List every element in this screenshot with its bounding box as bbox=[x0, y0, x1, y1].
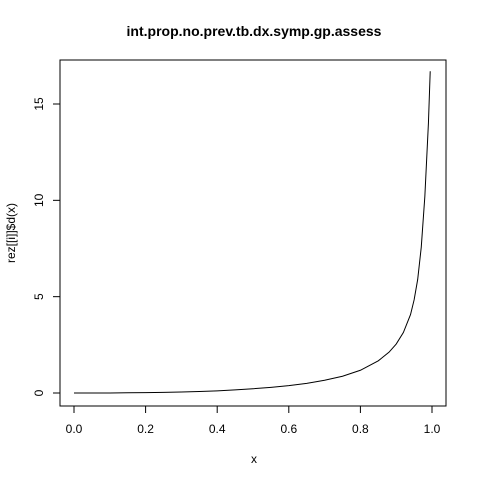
y-axis: 0 5 10 15 bbox=[32, 97, 61, 396]
x-tick-label: 0.8 bbox=[352, 422, 369, 436]
plot-frame bbox=[59, 59, 447, 407]
x-axis: 0.0 0.2 0.4 0.6 0.8 1.0 bbox=[66, 405, 441, 436]
chart-title: int.prop.no.prev.tb.dx.symp.gp.assess bbox=[127, 23, 382, 39]
y-tick-label: 0 bbox=[32, 389, 46, 396]
series-line bbox=[74, 71, 431, 394]
x-tick-label: 0.0 bbox=[66, 422, 83, 436]
y-tick-label: 10 bbox=[32, 193, 46, 207]
x-tick-label: 0.6 bbox=[280, 422, 297, 436]
y-axis-label: rez[[i]]$d(x) bbox=[4, 203, 18, 263]
x-tick-label: 0.4 bbox=[209, 422, 226, 436]
x-axis-label: x bbox=[251, 452, 257, 466]
x-tick-label: 0.2 bbox=[137, 422, 154, 436]
y-tick-label: 5 bbox=[32, 293, 46, 300]
y-tick-label: 15 bbox=[32, 97, 46, 111]
x-tick-label: 1.0 bbox=[424, 422, 441, 436]
